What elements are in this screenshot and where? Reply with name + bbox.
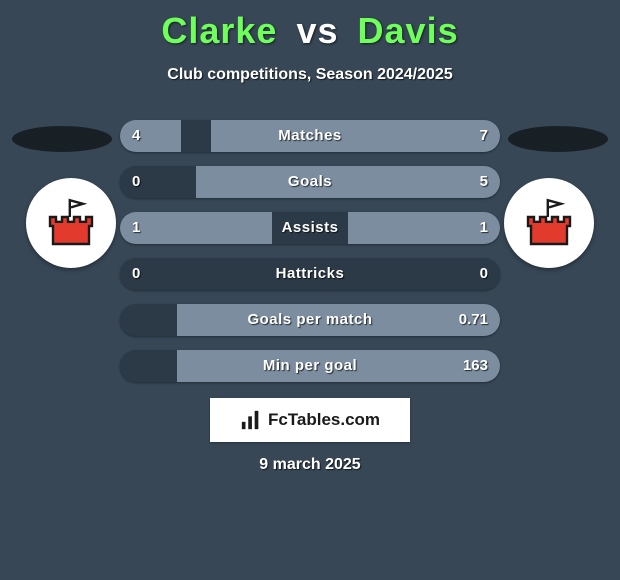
date-label: 9 march 2025 xyxy=(0,456,620,474)
stat-value-right: 5 xyxy=(480,166,488,198)
player1-name: Clarke xyxy=(161,10,277,51)
watermark-text: FcTables.com xyxy=(268,410,380,430)
stat-value-right: 7 xyxy=(480,120,488,152)
player2-crest xyxy=(504,178,594,268)
stat-row: 1Assists1 xyxy=(120,212,500,244)
page-title: Clarke vs Davis xyxy=(0,0,620,52)
subtitle: Club competitions, Season 2024/2025 xyxy=(0,66,620,84)
stat-row: 0Hattricks0 xyxy=(120,258,500,290)
stat-label: Goals per match xyxy=(120,304,500,336)
stat-label: Goals xyxy=(120,166,500,198)
stat-value-right: 163 xyxy=(463,350,488,382)
crest-shadow-left xyxy=(12,126,112,152)
stat-value-right: 0.71 xyxy=(459,304,488,336)
stat-value-right: 1 xyxy=(480,212,488,244)
stats-panel: 4Matches70Goals51Assists10Hattricks0Goal… xyxy=(110,120,510,396)
bars-icon xyxy=(240,409,262,431)
stat-row: 0Goals5 xyxy=(120,166,500,198)
player1-crest xyxy=(26,178,116,268)
stat-row: Min per goal163 xyxy=(120,350,500,382)
watermark: FcTables.com xyxy=(210,398,410,442)
player2-name: Davis xyxy=(358,10,459,51)
tower-icon xyxy=(519,193,579,253)
vs-separator: vs xyxy=(296,10,338,51)
stat-label: Min per goal xyxy=(120,350,500,382)
stat-label: Matches xyxy=(120,120,500,152)
tower-icon xyxy=(41,193,101,253)
comparison-card: Clarke vs Davis Club competitions, Seaso… xyxy=(0,0,620,580)
stat-label: Hattricks xyxy=(120,258,500,290)
stat-row: 4Matches7 xyxy=(120,120,500,152)
stat-value-right: 0 xyxy=(480,258,488,290)
stat-row: Goals per match0.71 xyxy=(120,304,500,336)
crest-shadow-right xyxy=(508,126,608,152)
stat-label: Assists xyxy=(120,212,500,244)
